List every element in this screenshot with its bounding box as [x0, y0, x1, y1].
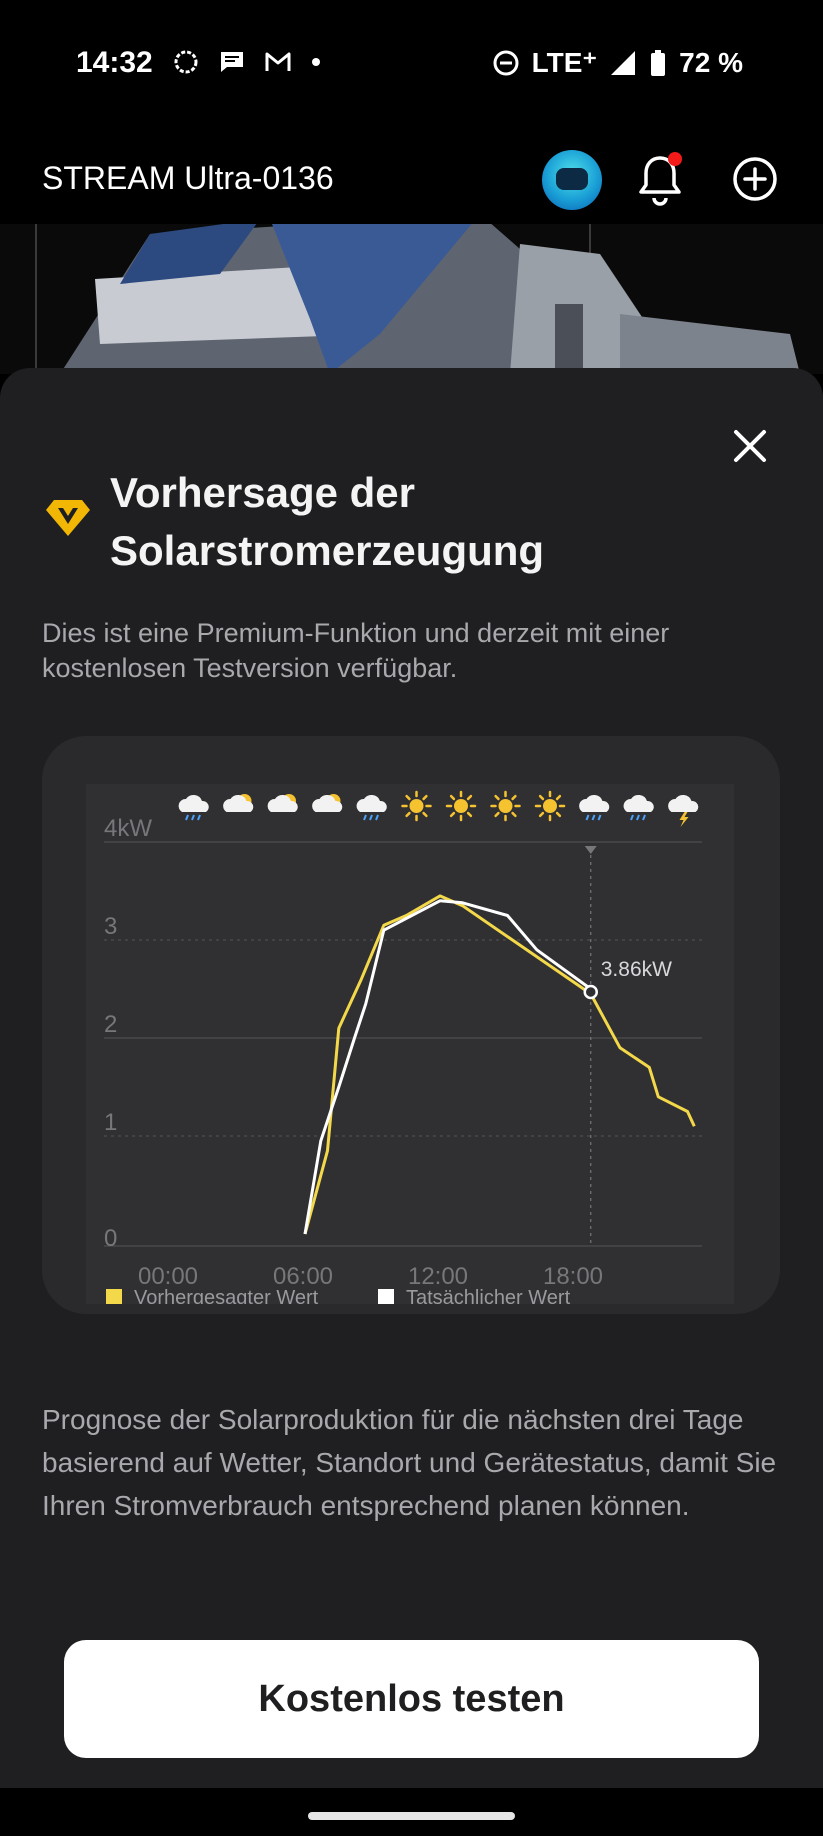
app-header: STREAM Ultra-0136 — [0, 132, 823, 226]
cell-signal-icon — [611, 50, 636, 75]
feature-description: Prognose der Solarproduktion für die näc… — [42, 1404, 777, 1521]
status-bar: 14:32 LTE⁺ 72 % — [0, 0, 823, 132]
signal-app-icon — [174, 50, 198, 74]
premium-feature-sheet: Vorhersage der Solarstromerzeugung Dies … — [0, 368, 823, 1788]
free-trial-button[interactable]: Kostenlos testen — [64, 1640, 759, 1758]
device-title: STREAM Ultra-0136 — [42, 160, 334, 196]
sheet-title: Vorhersage der Solarstromerzeugung — [110, 469, 545, 574]
legend-forecast-swatch — [106, 1289, 122, 1305]
notification-icons — [172, 48, 322, 76]
rain-icon — [623, 794, 654, 821]
legend-actual-swatch — [378, 1289, 394, 1305]
chart-svg: 0 1 2 3 4kW 00:00 06:00 12:00 18:00 3.86kW Vorherg… — [104, 790, 702, 1309]
x-tick-label: 06:00 — [273, 1263, 333, 1290]
y-tick-label: 0 — [104, 1225, 117, 1252]
close-icon[interactable] — [728, 424, 772, 468]
partly-cloudy-icon — [267, 794, 298, 812]
cloudy-icon — [223, 794, 254, 812]
rain-icon — [579, 794, 610, 821]
y-tick-label: 3 — [104, 913, 117, 940]
actual-series-line — [303, 899, 592, 1235]
partly-cloudy-icon — [312, 794, 343, 812]
marker-triangle — [584, 846, 597, 854]
battery-icon — [651, 49, 666, 76]
marker-value-label: 3.86kW — [601, 958, 672, 981]
rain-icon — [356, 794, 387, 821]
marker-point — [583, 984, 598, 1000]
sheet-subtitle: Dies ist eine Premium-Funktion und derze… — [42, 618, 670, 683]
y-tick-label: 2 — [104, 1011, 117, 1038]
sun-icon — [445, 790, 477, 822]
notification-badge — [668, 152, 682, 166]
forecast-chart: 0 1 2 3 4kW 00:00 06:00 12:00 18:00 3.86kW Vorherg… — [86, 784, 734, 1309]
x-tick-label: 12:00 — [408, 1263, 468, 1290]
y-tick-label: 4kW — [104, 815, 152, 842]
gmail-icon — [265, 52, 291, 71]
system-icons: LTE⁺ 72 % — [492, 46, 743, 79]
legend-actual-label: Tatsächlicher Wert — [406, 1287, 571, 1304]
x-tick-label: 00:00 — [138, 1263, 198, 1290]
y-tick-label: 1 — [104, 1109, 117, 1136]
battery-label: 72 % — [679, 46, 743, 78]
dnd-icon — [493, 50, 519, 75]
status-time: 14:32 — [76, 46, 153, 79]
home-gesture-pill[interactable] — [308, 1812, 515, 1820]
dot-icon — [312, 58, 320, 66]
sun-icon — [534, 790, 566, 822]
premium-v-icon — [46, 500, 90, 536]
snow-rain-icon — [178, 794, 209, 821]
x-tick-label: 18:00 — [543, 1263, 603, 1290]
house-illustration — [0, 224, 823, 374]
message-icon — [221, 52, 243, 72]
sun-icon — [490, 790, 521, 822]
forecast-series-line — [303, 894, 696, 1235]
thunderstorm-icon — [668, 794, 699, 827]
assistant-bot-icon[interactable] — [542, 150, 602, 210]
add-device-icon[interactable] — [732, 156, 778, 202]
legend-forecast-label: Vorhergesagter Wert — [134, 1287, 319, 1304]
network-label: LTE⁺ — [531, 47, 598, 78]
sun-icon — [401, 790, 432, 822]
forecast-chart-card: 0 1 2 3 4kW 00:00 06:00 12:00 18:00 3.86kW Vorherg… — [42, 736, 780, 1314]
